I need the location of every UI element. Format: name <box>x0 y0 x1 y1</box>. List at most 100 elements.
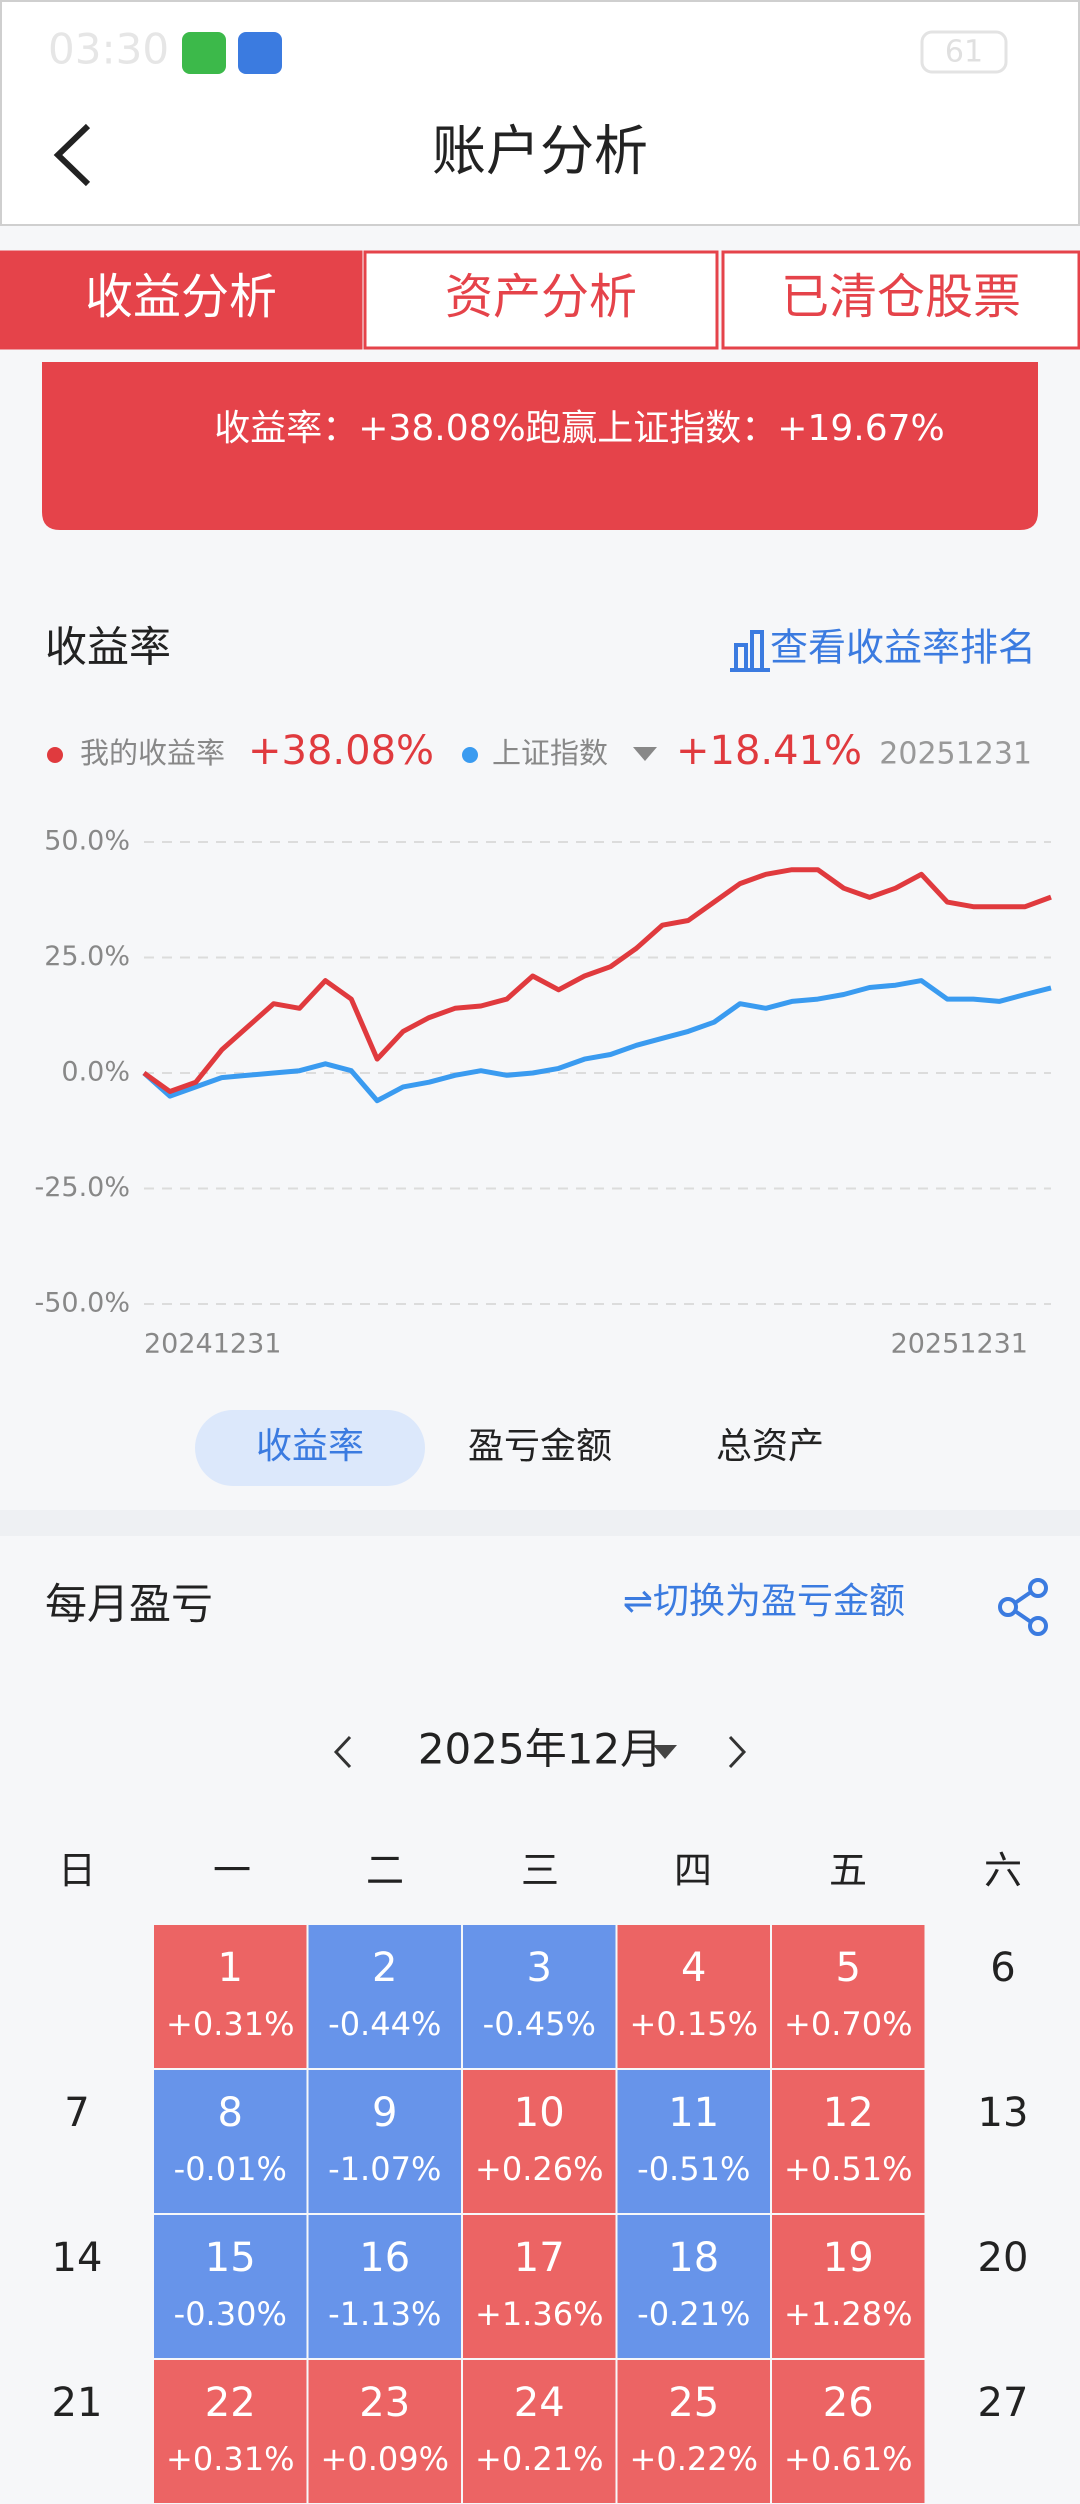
day-change: -0.21% <box>637 2295 750 2333</box>
day-number: 6 <box>990 1945 1015 1991</box>
day-number: 12 <box>823 2090 874 2136</box>
day-number: 14 <box>52 2235 103 2281</box>
back-button[interactable] <box>53 123 91 187</box>
section-title: 每月盈亏 <box>45 1580 213 1629</box>
day-cell[interactable] <box>154 1925 307 2068</box>
legend-value: +18.41% <box>676 728 862 774</box>
day-number: 20 <box>978 2235 1029 2281</box>
day-change: +0.31% <box>166 2440 294 2478</box>
weekday: 二 <box>366 1849 404 1893</box>
day-cell[interactable] <box>463 2360 616 2503</box>
day-number: 4 <box>681 1945 706 1991</box>
day-cell[interactable] <box>463 1925 616 2068</box>
tab[interactable]: 收益分析 <box>85 269 277 325</box>
day-cell[interactable] <box>617 2215 771 2358</box>
day-change: -0.01% <box>174 2150 287 2188</box>
day-change: +0.21% <box>475 2440 603 2478</box>
day-cell[interactable] <box>772 2360 925 2503</box>
toggle[interactable]: 盈亏金额 <box>468 1426 612 1467</box>
day-change: -0.45% <box>483 2005 596 2043</box>
day-change: +1.28% <box>784 2295 912 2333</box>
day-change: -0.44% <box>328 2005 441 2043</box>
weekday: 日 <box>58 1849 96 1893</box>
day-change: +1.36% <box>475 2295 603 2333</box>
day-cell[interactable] <box>617 1925 771 2068</box>
status-icon <box>238 32 282 74</box>
month-label[interactable]: 2025年12月 <box>418 1725 662 1774</box>
status-time: 03:30 <box>48 25 169 74</box>
section-divider <box>0 1510 1080 1536</box>
share-icon[interactable] <box>998 1578 1048 1636</box>
series-line <box>142 867 1052 1094</box>
day-number: 19 <box>823 2235 874 2281</box>
month-dropdown[interactable] <box>653 1745 677 1759</box>
day-change: +0.15% <box>630 2005 758 2043</box>
day-change: -0.51% <box>637 2150 750 2188</box>
day-cell[interactable] <box>154 2215 307 2358</box>
next-month[interactable] <box>728 1735 747 1769</box>
tab-bg <box>363 250 719 350</box>
day-change: +0.31% <box>166 2005 294 2043</box>
day-change: +0.26% <box>475 2150 603 2188</box>
day-number: 24 <box>514 2380 565 2426</box>
weekday: 六 <box>984 1849 1022 1893</box>
x-tick-label: 20241231 <box>144 1329 281 1360</box>
summary-item: 跑赢上证指数：+19.67% <box>525 408 944 449</box>
day-cell[interactable] <box>617 2360 771 2503</box>
day-number: 16 <box>359 2235 410 2281</box>
day-change: +0.09% <box>321 2440 449 2478</box>
day-change: +0.61% <box>784 2440 912 2478</box>
day-number: 23 <box>359 2380 410 2426</box>
day-number: 17 <box>514 2235 565 2281</box>
y-tick-label: -50.0% <box>34 1288 130 1319</box>
legend-name: 上证指数 <box>492 736 608 770</box>
line-chart: -50.0% -25.0% 0.0% 25.0% 50.0% 20241231 202512… <box>34 826 1052 1360</box>
day-change: -1.13% <box>328 2295 441 2333</box>
rank-link[interactable]: 查看收益率排名 <box>770 626 1036 670</box>
tab[interactable]: 资产分析 <box>445 269 637 325</box>
legend: 我的收益率 +38.08% 上证指数 +18.41% <box>47 728 862 774</box>
day-cell[interactable] <box>154 2070 307 2213</box>
day-number: 22 <box>205 2380 256 2426</box>
day-cell[interactable] <box>308 2360 462 2503</box>
day-cell[interactable] <box>463 2070 616 2213</box>
weekday: 四 <box>674 1849 712 1893</box>
day-cell[interactable] <box>308 1925 462 2068</box>
y-tick-label: 0.0% <box>61 1057 130 1088</box>
series-line <box>142 978 1052 1104</box>
day-cell[interactable] <box>154 2360 307 2503</box>
weekday: 五 <box>829 1849 867 1893</box>
page-title: 账户分析 <box>432 120 648 183</box>
day-number: 3 <box>527 1945 552 1991</box>
switch-link[interactable]: ⇌切换为盈亏金额 <box>623 1581 905 1622</box>
header-bar <box>0 0 1080 226</box>
legend-date: 20251231 <box>879 737 1032 772</box>
weekday: 一 <box>213 1849 251 1893</box>
day-cell[interactable] <box>772 1925 925 2068</box>
tab[interactable]: 已清仓股票 <box>781 269 1021 325</box>
toggle[interactable]: 收益率 <box>256 1426 364 1467</box>
day-cell[interactable] <box>463 2215 616 2358</box>
battery <box>920 30 1008 74</box>
legend-dot <box>462 747 478 763</box>
day-number: 1 <box>218 1945 243 1991</box>
prev-month[interactable] <box>333 1735 352 1769</box>
toggle[interactable]: 总资产 <box>716 1426 824 1467</box>
tab-bg <box>0 250 363 350</box>
day-number: 7 <box>64 2090 89 2136</box>
day-number: 26 <box>823 2380 874 2426</box>
day-cell[interactable] <box>772 2070 925 2213</box>
toggle-active-bg <box>195 1410 425 1486</box>
index-dropdown[interactable] <box>633 747 657 761</box>
day-number: 8 <box>218 2090 243 2136</box>
day-cell[interactable] <box>617 2070 771 2213</box>
day-number: 9 <box>372 2090 397 2136</box>
day-cell[interactable] <box>772 2215 925 2358</box>
day-change: +0.70% <box>784 2005 912 2043</box>
day-cell[interactable] <box>308 2215 462 2358</box>
day-cell[interactable] <box>308 2070 462 2213</box>
tab-bar: 收益分析 资产分析 已清仓股票 <box>0 250 1080 350</box>
day-change: -1.07% <box>328 2150 441 2188</box>
